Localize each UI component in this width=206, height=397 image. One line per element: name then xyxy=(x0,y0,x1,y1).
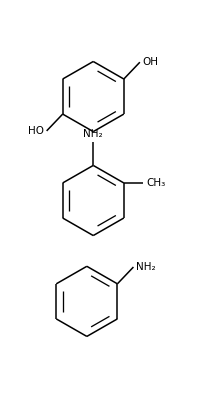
Text: NH₂: NH₂ xyxy=(136,262,155,272)
Text: HO: HO xyxy=(28,126,43,136)
Text: OH: OH xyxy=(142,57,158,67)
Text: CH₃: CH₃ xyxy=(145,178,165,188)
Text: NH₂: NH₂ xyxy=(83,129,103,139)
